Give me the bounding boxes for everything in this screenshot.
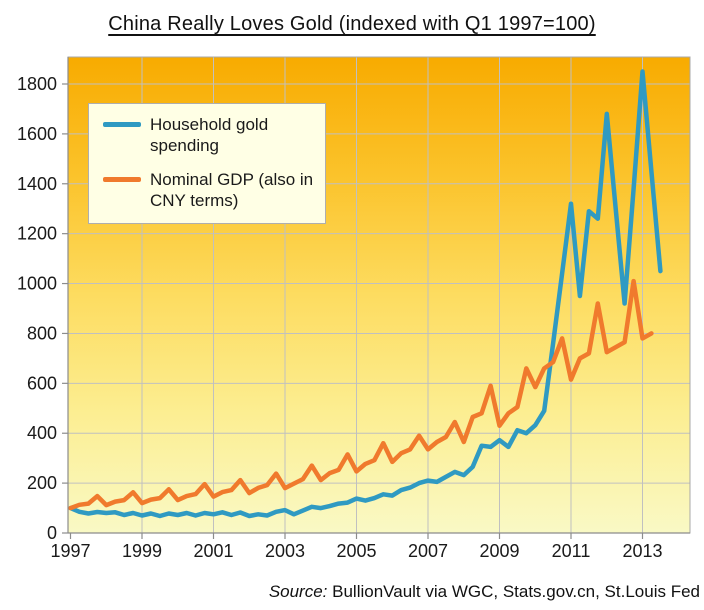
x-tick-label: 2003 [265,541,305,561]
nominal-gdp-line [68,278,654,511]
y-tick-label: 1000 [17,274,57,294]
y-tick-label: 200 [27,473,57,493]
y-tick-label: 1400 [17,174,57,194]
source-note-prefix: Source: [268,582,328,601]
source-note-text: BullionVault via WGC, Stats.gov.cn, St.L… [327,582,700,601]
y-tick-label: 0 [47,523,57,543]
x-tick-label: 2001 [193,541,233,561]
legend-item-nominal-gdp: Nominal GDP (also in CNY terms) [103,169,317,211]
x-tick-label: 2011 [552,541,591,561]
y-tick-label: 800 [27,323,57,343]
household-gold-line-swatch [103,122,141,127]
y-tick-label: 400 [27,423,57,443]
x-tick-label: 2009 [479,541,519,561]
y-tick-label: 1800 [17,74,57,94]
chart-title: China Really Loves Gold (indexed with Q1… [108,13,596,35]
y-tick-label: 1600 [17,124,57,144]
x-tick-label: 2013 [622,541,662,561]
nominal-gdp-line-swatch [103,177,141,182]
source-note: Source: BullionVault via WGC, Stats.gov.… [269,582,700,602]
x-tick-label: 1999 [122,541,162,561]
legend-label-nominal-gdp: Nominal GDP (also in CNY terms) [150,170,314,210]
legend-item-household-gold: Household gold spending [103,114,317,156]
chart-legend: Household gold spending Nominal GDP (als… [88,103,326,224]
x-tick-label: 1997 [50,541,90,561]
x-tick-label: 2005 [336,541,376,561]
y-tick-label: 1200 [17,224,57,244]
household-gold-line [68,69,663,519]
x-tick-label: 2007 [408,541,448,561]
legend-label-household-gold: Household gold spending [150,115,269,155]
y-tick-label: 600 [27,373,57,393]
